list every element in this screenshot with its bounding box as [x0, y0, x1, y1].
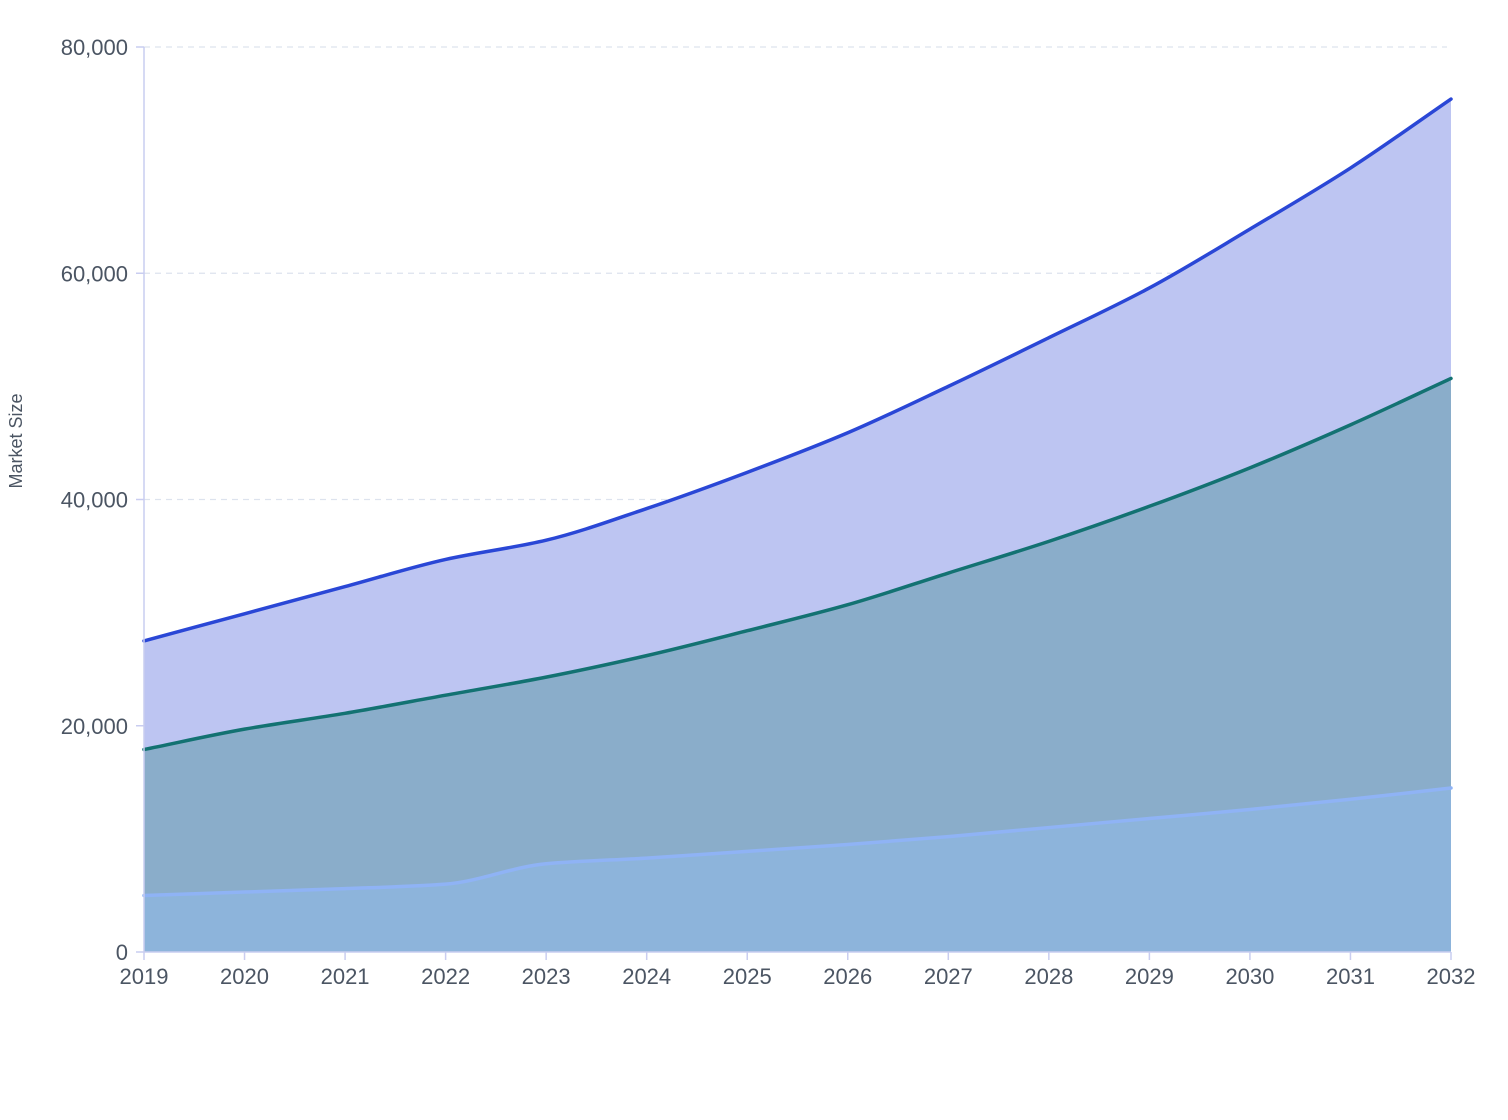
x-tick-label-1: 2020	[220, 964, 269, 989]
line-series-2	[142, 376, 1453, 752]
y-tick-label-4: 80,000	[61, 35, 128, 60]
y-tick-label-0: 0	[116, 940, 128, 965]
x-tick-label-12: 2031	[1326, 964, 1375, 989]
axes	[136, 46, 1452, 960]
series-lines	[142, 97, 1453, 898]
area-fills	[144, 99, 1451, 952]
line-series-1	[142, 786, 1453, 898]
x-tick-label-6: 2025	[723, 964, 772, 989]
x-tick-label-4: 2023	[522, 964, 571, 989]
x-tick-label-0: 2019	[120, 964, 169, 989]
x-tick-label-3: 2022	[421, 964, 470, 989]
x-tick-label-11: 2030	[1225, 964, 1274, 989]
tick-labels: 0 20,000 40,000 60,000 80,000 2019 2020 2021 202…	[61, 35, 1476, 989]
area-series-2	[144, 378, 1451, 896]
area-series-3	[144, 99, 1451, 750]
y-tick-label-3: 60,000	[61, 261, 128, 286]
x-tick-label-2: 2021	[321, 964, 370, 989]
x-tick-label-13: 2032	[1427, 964, 1476, 989]
x-tick-label-5: 2024	[622, 964, 671, 989]
area-series-1	[144, 787, 1451, 952]
x-tick-label-9: 2028	[1024, 964, 1073, 989]
x-tick-label-10: 2029	[1125, 964, 1174, 989]
y-axis-title: Market Size	[6, 393, 26, 488]
x-tick-label-8: 2027	[924, 964, 973, 989]
y-tick-label-2: 40,000	[61, 488, 128, 513]
y-tick-label-1: 20,000	[61, 714, 128, 739]
x-tick-label-7: 2026	[823, 964, 872, 989]
line-series-3	[142, 97, 1453, 643]
